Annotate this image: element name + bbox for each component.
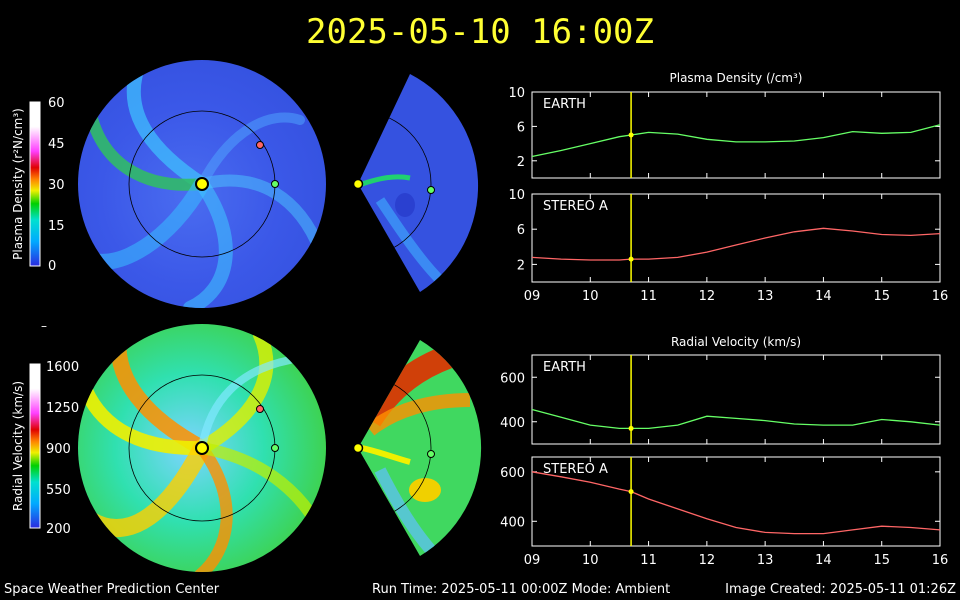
earth-marker: [427, 450, 435, 458]
chart-title: Radial Velocity (km/s): [671, 335, 801, 349]
x-tick-label: 16: [932, 553, 949, 568]
series-line-earth: [531, 408, 941, 430]
stereo-a-marker: [256, 141, 264, 149]
center-name: Space Weather Prediction Center: [4, 582, 220, 597]
x-tick-label: 14: [815, 553, 832, 568]
series-line-stereo-a: [531, 471, 941, 535]
panel-frame: [531, 456, 941, 547]
time-marker-dot: [628, 425, 634, 431]
x-tick-label: 15: [873, 553, 890, 568]
timestamp-title: 2025-05-10 16:00Z: [306, 12, 654, 52]
image-created: Image Created: 2025-05-11 01:26Z: [725, 582, 956, 597]
panel-label: STEREO A: [543, 199, 608, 214]
x-tick-label: 11: [640, 289, 657, 304]
velocity-colorbar: Radial Velocity (km/s) 1600 1250 900 550…: [11, 360, 79, 537]
panel-label: EARTH: [543, 97, 586, 112]
dash-marker: –: [41, 319, 47, 333]
x-tick-label: 15: [873, 289, 890, 304]
time-marker-dot: [628, 489, 634, 495]
panel-frame: [531, 354, 941, 445]
x-tick-label: 10: [582, 553, 599, 568]
chart-title: Plasma Density (/cm³): [670, 71, 803, 85]
panel-label: STEREO A: [543, 462, 608, 477]
y-tick-label: 6: [517, 120, 525, 135]
run-time: Run Time: 2025-05-11 00:00Z Mode: Ambien…: [372, 582, 671, 597]
density-meridional-map: [352, 74, 479, 292]
density-tick: 0: [48, 259, 56, 274]
density-tick: 60: [48, 96, 65, 111]
y-tick-label: 600: [500, 466, 525, 481]
time-marker-dot: [628, 256, 634, 262]
x-tick-label: 10: [582, 289, 599, 304]
time-marker-dot: [628, 132, 634, 138]
density-tick: 30: [48, 178, 65, 193]
x-tick-label: 12: [699, 289, 716, 304]
velocity-tick: 1250: [46, 401, 79, 416]
time-series-charts: Plasma Density (/cm³) EARTH 2 6 10 STEREO A 2 6…: [500, 71, 948, 568]
y-tick-label: 600: [500, 371, 525, 386]
y-tick-label: 400: [500, 416, 525, 431]
velocity-tick: 200: [46, 522, 71, 537]
panel-label: EARTH: [543, 360, 586, 375]
x-tick-label: 12: [699, 553, 716, 568]
density-colorbar: Plasma Density (r²N/cm³) 60 45 30 15 0: [11, 96, 65, 274]
y-tick-label: 10: [508, 86, 525, 101]
y-tick-label: 400: [500, 515, 525, 530]
velocity-tick: 900: [46, 442, 71, 457]
velocity-tick: 1600: [46, 360, 79, 375]
density-colorbar-label: Plasma Density (r²N/cm³): [11, 108, 25, 260]
velocity-colorbar-label: Radial Velocity (km/s): [11, 381, 25, 511]
earth-marker: [271, 180, 279, 188]
velocity-tick: 550: [46, 483, 71, 498]
y-tick-label: 10: [508, 188, 525, 203]
density-tick: 15: [48, 219, 65, 234]
density-tick: 45: [48, 137, 65, 152]
panel-frame: [531, 193, 941, 283]
x-tick-label: 14: [815, 289, 832, 304]
x-tick-label: 16: [932, 289, 949, 304]
series-line-stereo-a: [531, 227, 941, 261]
earth-marker: [271, 444, 279, 452]
x-tick-label: 13: [757, 289, 774, 304]
earth-marker: [427, 186, 435, 194]
stereo-a-marker: [256, 405, 264, 413]
x-tick-label: 13: [757, 553, 774, 568]
series-line-earth: [531, 124, 941, 158]
x-tick-label: 09: [524, 553, 541, 568]
y-tick-label: 6: [517, 223, 525, 238]
x-tick-label: 11: [640, 553, 657, 568]
velocity-ecliptic-map: [78, 324, 326, 572]
y-tick-label: 2: [517, 258, 525, 273]
panel-frame: [531, 91, 941, 179]
x-tick-label: 09: [524, 289, 541, 304]
density-ecliptic-map: [78, 60, 326, 308]
y-tick-label: 2: [517, 155, 525, 170]
